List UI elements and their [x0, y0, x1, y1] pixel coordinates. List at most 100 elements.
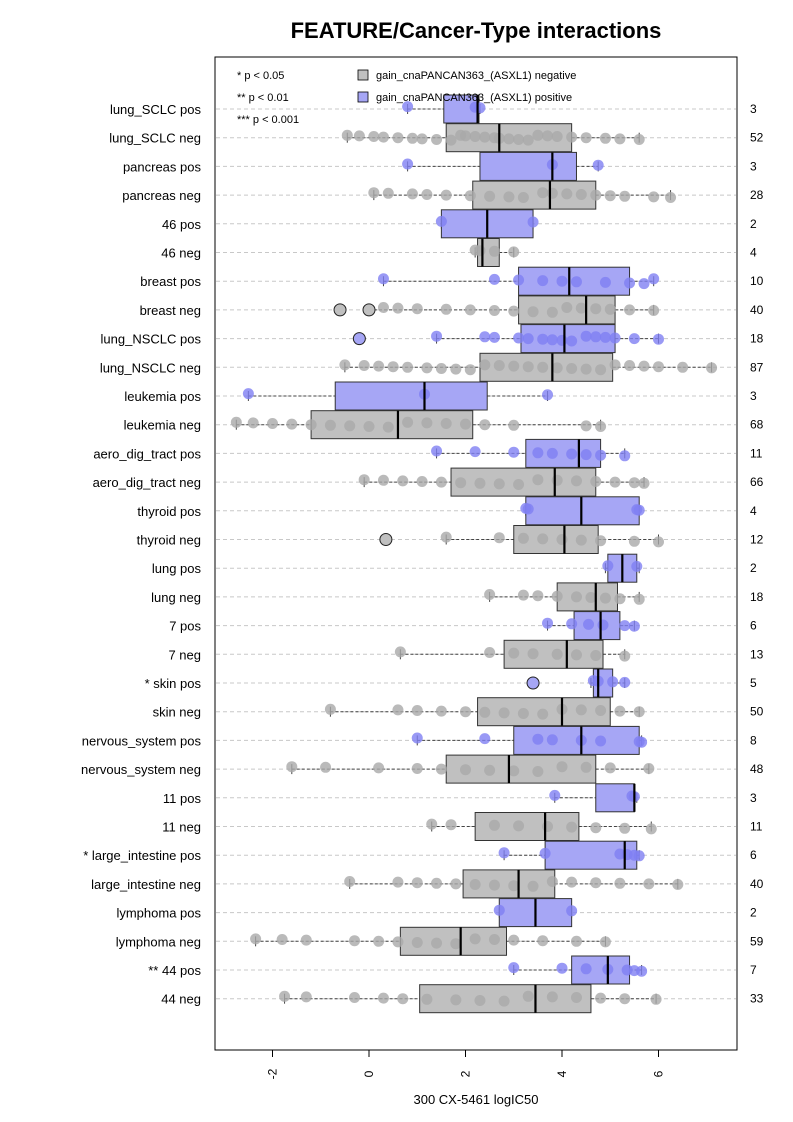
data-point — [570, 591, 582, 603]
row-label: nervous_system neg — [81, 762, 201, 777]
data-point — [537, 187, 549, 199]
legend-label-positive: gain_cnaPANCAN363_(ASXL1) positive — [376, 92, 572, 104]
data-point — [542, 389, 554, 401]
data-point — [488, 245, 500, 257]
data-point — [583, 618, 595, 630]
data-point — [513, 820, 525, 832]
box-row-15 — [379, 525, 664, 554]
data-point — [665, 192, 677, 203]
data-point — [402, 158, 414, 170]
box-row-22 — [411, 725, 648, 755]
data-point — [474, 477, 486, 489]
sample-size-label: 2 — [750, 217, 757, 231]
data-point — [595, 421, 607, 432]
data-point — [575, 302, 587, 314]
data-point — [508, 446, 520, 458]
row-label: lung neg — [151, 590, 201, 605]
data-point — [609, 359, 621, 371]
data-point — [556, 534, 568, 545]
box-row-11 — [230, 410, 607, 440]
sample-size-label: 40 — [750, 877, 764, 891]
data-point — [488, 934, 500, 945]
data-point — [546, 187, 558, 199]
legend-sig-3: *** p < 0.001 — [237, 114, 299, 126]
data-point — [546, 334, 558, 346]
row-label: lymphoma neg — [116, 934, 201, 949]
data-point — [624, 360, 636, 371]
data-point — [508, 360, 520, 372]
data-point — [479, 733, 491, 745]
data-point — [527, 648, 539, 660]
data-point — [570, 475, 582, 487]
data-point — [460, 706, 471, 718]
box — [445, 754, 597, 784]
data-point — [498, 995, 510, 1007]
data-point — [590, 189, 602, 201]
data-point — [377, 273, 389, 285]
data-point — [570, 649, 582, 661]
data-point — [513, 274, 525, 286]
data-point — [455, 477, 467, 489]
data-point — [580, 132, 592, 144]
sample-size-label: 3 — [750, 102, 757, 116]
data-point — [469, 446, 481, 458]
data-point — [508, 962, 520, 974]
data-point — [628, 535, 640, 547]
data-point — [546, 991, 558, 1003]
row-label: lung_NSCLC neg — [100, 360, 201, 375]
data-point — [599, 132, 611, 144]
data-point — [672, 879, 684, 890]
data-point — [484, 190, 496, 202]
box-row-14 — [520, 496, 645, 526]
data-point — [653, 361, 664, 373]
legend-label-negative: gain_cnaPANCAN363_(ASXL1) negative — [376, 70, 576, 82]
data-point — [426, 818, 438, 830]
data-point — [402, 416, 414, 428]
sample-size-label: 68 — [750, 418, 764, 432]
data-point — [609, 332, 621, 344]
data-point — [619, 450, 631, 462]
data-point — [532, 474, 544, 486]
data-point — [561, 188, 573, 200]
data-point — [435, 215, 447, 227]
data-point — [250, 933, 262, 945]
data-point — [638, 278, 650, 290]
box-row-13 — [358, 467, 650, 497]
data-point — [677, 361, 689, 373]
sample-size-label: 6 — [750, 619, 757, 633]
data-point — [537, 533, 549, 545]
data-point — [648, 273, 660, 285]
sample-size-label: 66 — [750, 475, 764, 489]
data-point — [445, 134, 457, 146]
data-point — [508, 246, 520, 258]
data-point — [575, 704, 587, 716]
data-point — [349, 992, 361, 1003]
data-point — [402, 101, 414, 113]
data-point — [305, 419, 317, 431]
sample-size-label: 48 — [750, 762, 764, 776]
data-point — [633, 593, 645, 605]
data-point — [546, 306, 558, 318]
chart-title: FEATURE/Cancer-Type interactions — [291, 18, 662, 43]
data-point — [619, 190, 631, 202]
data-point — [585, 592, 597, 603]
data-point — [590, 822, 602, 834]
gridlines — [216, 108, 736, 1000]
sample-size-label: 3 — [750, 791, 757, 805]
sample-size-label: 12 — [750, 533, 764, 547]
data-point — [397, 993, 409, 1005]
data-point — [522, 361, 534, 373]
data-point — [609, 476, 621, 488]
row-label: breast neg — [140, 303, 201, 318]
data-point — [435, 476, 447, 488]
sample-size-label: 52 — [750, 131, 764, 145]
data-point — [619, 822, 631, 834]
data-point — [604, 762, 616, 774]
box-row-0 — [402, 94, 486, 124]
data-point — [566, 821, 578, 833]
data-point — [488, 819, 500, 831]
data-point — [450, 878, 462, 890]
data-point — [566, 618, 578, 630]
row-label: * large_intestine pos — [83, 848, 201, 863]
data-point — [377, 992, 389, 1004]
